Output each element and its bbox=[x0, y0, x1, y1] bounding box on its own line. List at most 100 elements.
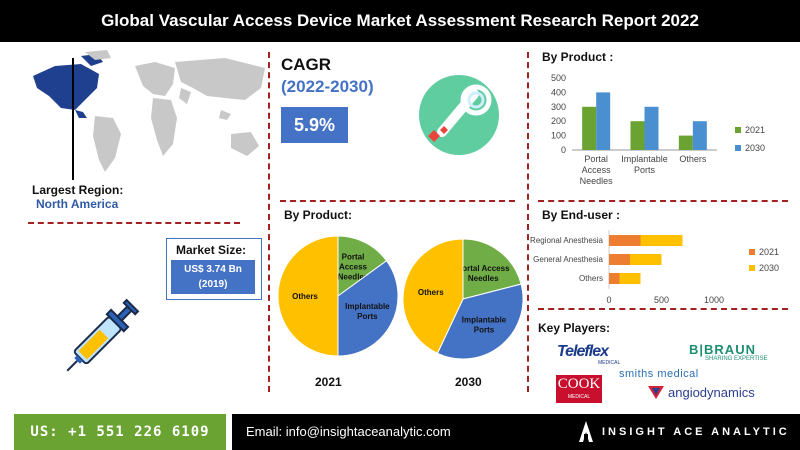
largest-region-label: Largest Region: bbox=[32, 183, 124, 197]
bar-y-tick: 200 bbox=[551, 116, 566, 126]
pie-2030-label: 2030 bbox=[455, 375, 482, 389]
bar-2030 bbox=[596, 92, 611, 150]
bar-category-label: Ports bbox=[634, 165, 656, 175]
hbar-category-label: Others bbox=[579, 274, 603, 283]
smiths-medical-logo: smiths medical bbox=[619, 368, 699, 380]
bbraun-sub: SHARING EXPERTISE bbox=[705, 356, 768, 362]
region-pointer bbox=[72, 58, 74, 180]
bar-category-label: Access bbox=[582, 165, 612, 175]
pie-slice-label: Portal Access bbox=[457, 264, 510, 273]
pie-slice-label: Needles bbox=[338, 273, 369, 282]
hbar-x-tick: 0 bbox=[606, 295, 611, 305]
header-bar bbox=[0, 0, 800, 42]
syringe-illustration bbox=[66, 298, 140, 372]
hbar-x-tick: 500 bbox=[654, 295, 669, 305]
teleflex-sub: MEDICAL bbox=[598, 360, 621, 366]
hbar-2030 bbox=[640, 235, 683, 246]
pie-slice bbox=[277, 235, 339, 357]
footer-brand: INSIGHT ACE ANALYTIC bbox=[602, 426, 790, 438]
bar-y-tick: 400 bbox=[551, 87, 566, 97]
pie-slice-label: Implantable bbox=[345, 302, 390, 311]
cook-sub: MEDICAL bbox=[567, 394, 591, 400]
divider-product-bar bbox=[538, 200, 788, 202]
market-size-value: US$ 3.74 Bn bbox=[184, 264, 242, 275]
market-size-box: US$ 3.74 Bn (2019) bbox=[171, 260, 255, 294]
bar-y-tick: 300 bbox=[551, 102, 566, 112]
pie-slice-label: Needles bbox=[468, 274, 499, 283]
footer-contact-bar bbox=[232, 414, 800, 450]
pie-slice bbox=[337, 235, 388, 297]
hbar-legend-swatch bbox=[749, 265, 755, 271]
bar-2030 bbox=[692, 121, 707, 150]
market-size-label: Market Size: bbox=[176, 243, 247, 257]
pie-slice bbox=[436, 283, 524, 360]
divider-cagr bbox=[280, 200, 515, 202]
pie-slice-label: Implantable bbox=[462, 315, 507, 324]
largest-region-value: North America bbox=[36, 197, 119, 211]
bar-legend-label: 2021 bbox=[745, 125, 765, 135]
pie-slice-label: Ports bbox=[474, 325, 495, 334]
bar-category-label: Implantable bbox=[621, 154, 668, 164]
hbar-2030 bbox=[630, 254, 662, 265]
vascular-device-illustration bbox=[419, 75, 499, 155]
divider-end-user bbox=[538, 308, 788, 310]
pie-slice-label: Access bbox=[339, 263, 368, 272]
pie-2021-label: 2021 bbox=[315, 375, 342, 389]
product-bar-title: By Product : bbox=[542, 50, 614, 64]
divider-left bbox=[268, 52, 270, 392]
cagr-label: CAGR bbox=[281, 55, 332, 74]
divider-region bbox=[28, 222, 240, 224]
product-pie-title: By Product: bbox=[284, 208, 353, 222]
bar-category-label: Portal bbox=[584, 154, 608, 164]
end-user-title: By End-user : bbox=[542, 208, 621, 222]
bar-2030 bbox=[644, 106, 659, 150]
angiodynamics-icon bbox=[648, 386, 664, 399]
hbar-x-tick: 1000 bbox=[704, 295, 724, 305]
hbar-legend-label: 2021 bbox=[759, 247, 779, 257]
footer-phone[interactable]: US: +1 551 226 6109 bbox=[30, 424, 210, 440]
bar-y-tick: 0 bbox=[561, 145, 566, 155]
pie-slice-label: Others bbox=[292, 292, 318, 301]
world-map bbox=[33, 50, 265, 172]
teleflex-logo: Teleflex bbox=[557, 343, 609, 360]
hbar-category-label: General Anesthesia bbox=[533, 255, 603, 264]
hbar-2021 bbox=[609, 254, 630, 265]
pie-slice bbox=[462, 238, 522, 300]
market-size-year: (2019) bbox=[198, 279, 228, 290]
footer-phone-bar bbox=[14, 414, 226, 450]
hbar-2021 bbox=[609, 273, 620, 284]
end-user-bar-chart: Regional Anesthesia General Anesthesia Oth… bbox=[530, 230, 779, 305]
bar-2021 bbox=[678, 135, 693, 150]
bar-2021 bbox=[582, 106, 597, 150]
hbar-legend-swatch bbox=[749, 249, 755, 255]
pie-slice-label: Ports bbox=[357, 312, 378, 321]
cagr-value: 5.9% bbox=[281, 107, 348, 143]
bar-legend-swatch bbox=[735, 145, 741, 151]
north-america-shape bbox=[33, 64, 99, 110]
hbar-legend-label: 2030 bbox=[759, 263, 779, 273]
bar-category-label: Needles bbox=[580, 176, 614, 186]
key-players-title: Key Players: bbox=[538, 321, 611, 335]
bar-2021 bbox=[630, 121, 645, 150]
angiodynamics-logo: angiodynamics bbox=[668, 385, 755, 400]
pie-slice-label: Portal bbox=[342, 253, 365, 262]
footer-email[interactable]: Email: info@insightaceanalytic.com bbox=[246, 424, 451, 439]
bar-y-tick: 500 bbox=[551, 73, 566, 83]
page-title: Global Vascular Access Device Market Ass… bbox=[101, 11, 699, 30]
market-size-frame bbox=[166, 238, 262, 300]
divider-right bbox=[527, 52, 529, 392]
hbar-category-label: Regional Anesthesia bbox=[530, 236, 603, 245]
bar-legend-swatch bbox=[735, 127, 741, 133]
hbar-2021 bbox=[609, 235, 641, 246]
bar-legend-label: 2030 bbox=[745, 143, 765, 153]
cook-logo: COOK bbox=[557, 376, 601, 392]
pie-slice bbox=[337, 260, 399, 357]
cagr-period: (2022-2030) bbox=[281, 77, 374, 96]
pie-slice bbox=[402, 238, 464, 354]
cook-logo-box bbox=[556, 375, 602, 403]
bar-y-tick: 100 bbox=[551, 131, 566, 141]
product-pie-charts: PortalAccessNeedlesImplantablePortsOther… bbox=[277, 235, 524, 360]
pie-slice-label: Others bbox=[418, 288, 444, 297]
bbraun-logo: B|BRAUN bbox=[689, 342, 756, 357]
